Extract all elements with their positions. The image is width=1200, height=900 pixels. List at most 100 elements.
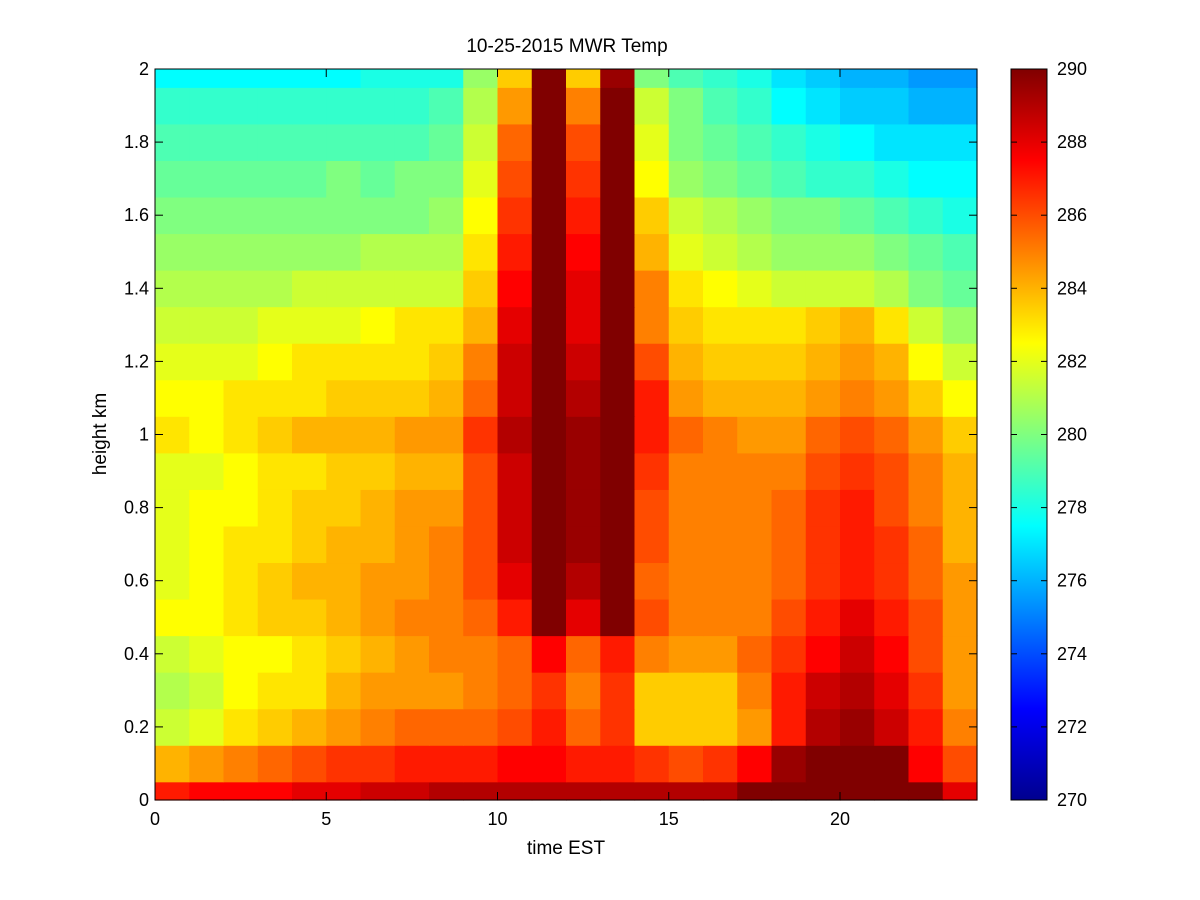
heatmap-cell [189, 708, 225, 746]
heatmap-cell [874, 416, 910, 454]
heatmap-cell [429, 708, 464, 746]
heatmap-cell [429, 416, 464, 454]
heatmap-cell [942, 781, 978, 801]
heatmap-cell [189, 306, 225, 344]
heatmap-cell [497, 635, 533, 673]
heatmap-cell [497, 452, 533, 490]
heatmap-cell [189, 525, 225, 564]
heatmap-cell [771, 489, 807, 527]
heatmap-cell [360, 672, 396, 710]
heatmap-cell [771, 525, 807, 564]
heatmap-cell [566, 270, 601, 308]
heatmap-cell [360, 489, 396, 527]
heatmap-cell [155, 598, 190, 637]
heatmap-cell [771, 270, 807, 308]
heatmap-cell [394, 196, 430, 235]
heatmap-cell [531, 635, 567, 673]
heatmap-cell [360, 781, 396, 801]
heatmap-cell [566, 745, 601, 783]
heatmap-cell [292, 270, 327, 308]
heatmap-cell [805, 196, 841, 235]
heatmap-cell [805, 379, 841, 417]
heatmap-cell [326, 343, 362, 381]
heatmap-cell [874, 306, 910, 344]
heatmap-cell [360, 196, 396, 235]
heatmap-cell [771, 196, 807, 235]
heatmap-cell [463, 306, 499, 344]
heatmap-cell [360, 598, 396, 637]
heatmap-cell [429, 123, 464, 161]
heatmap-cell [189, 196, 225, 235]
heatmap-cell [292, 87, 327, 125]
heatmap-cell [223, 270, 259, 308]
y-tick-label: 2 [139, 59, 149, 79]
heatmap-cell [771, 452, 807, 490]
heatmap-cell [257, 270, 293, 308]
heatmap-cell [394, 379, 430, 417]
heatmap-cell [840, 598, 875, 637]
heatmap-cell [908, 598, 944, 637]
heatmap-cell [668, 635, 704, 673]
heatmap-cell [531, 525, 567, 564]
y-axis-label: height km [90, 393, 111, 475]
heatmap-cell [566, 160, 601, 198]
heatmap-cell [737, 525, 773, 564]
heatmap-cell [292, 416, 327, 454]
heatmap-cell [429, 672, 464, 710]
heatmap-cell [703, 562, 738, 600]
x-tick-label: 0 [150, 809, 160, 829]
heatmap-cell [874, 525, 910, 564]
heatmap-cell [497, 160, 533, 198]
heatmap-cell [942, 379, 978, 417]
heatmap-cell [703, 635, 738, 673]
heatmap-cell [429, 196, 464, 235]
heatmap-cell [497, 416, 533, 454]
heatmap-cell [257, 562, 293, 600]
heatmap-cell [771, 708, 807, 746]
heatmap-cell [634, 160, 670, 198]
heatmap-cell [429, 87, 464, 125]
heatmap-cell [908, 452, 944, 490]
heatmap-cell [531, 270, 567, 308]
heatmap-cell [223, 598, 259, 637]
heatmap-cell [874, 598, 910, 637]
heatmap-cell [394, 306, 430, 344]
heatmap-cell [292, 379, 327, 417]
colorbar-axis: 270 272 274 276 278 280 282 284 286 288 290 [1011, 59, 1087, 810]
heatmap-cell [634, 781, 670, 801]
heatmap-cell [326, 708, 362, 746]
heatmap-cell [600, 562, 636, 600]
y-tick-label: 0.6 [124, 571, 149, 591]
heatmap-cell [257, 379, 293, 417]
heatmap-cell [155, 160, 190, 198]
heatmap-cell [292, 525, 327, 564]
heatmap-cell [805, 781, 841, 801]
heatmap-cell [394, 781, 430, 801]
heatmap-cell [908, 233, 944, 271]
heatmap-cell [805, 745, 841, 783]
heatmap-cell [634, 196, 670, 235]
heatmap-cell [840, 781, 875, 801]
heatmap-cell [805, 233, 841, 271]
heatmap-cell [155, 379, 190, 417]
heatmap-cell [771, 69, 807, 88]
heatmap-cell [703, 160, 738, 198]
colorbar-tick-label: 276 [1057, 571, 1087, 591]
heatmap-cell [429, 306, 464, 344]
heatmap-cell [531, 598, 567, 637]
heatmap-cell [292, 781, 327, 801]
heatmap-cell [874, 123, 910, 161]
x-tick-label: 15 [659, 809, 679, 829]
heatmap-cell [394, 343, 430, 381]
heatmap-cell [771, 123, 807, 161]
heatmap-cell [805, 69, 841, 88]
heatmap-cell [566, 379, 601, 417]
heatmap-cell [463, 562, 499, 600]
heatmap-cell [497, 233, 533, 271]
heatmap-cell [531, 123, 567, 161]
heatmap-cell [600, 379, 636, 417]
heatmap-cell [566, 672, 601, 710]
heatmap-cell [360, 562, 396, 600]
heatmap-cell [668, 672, 704, 710]
